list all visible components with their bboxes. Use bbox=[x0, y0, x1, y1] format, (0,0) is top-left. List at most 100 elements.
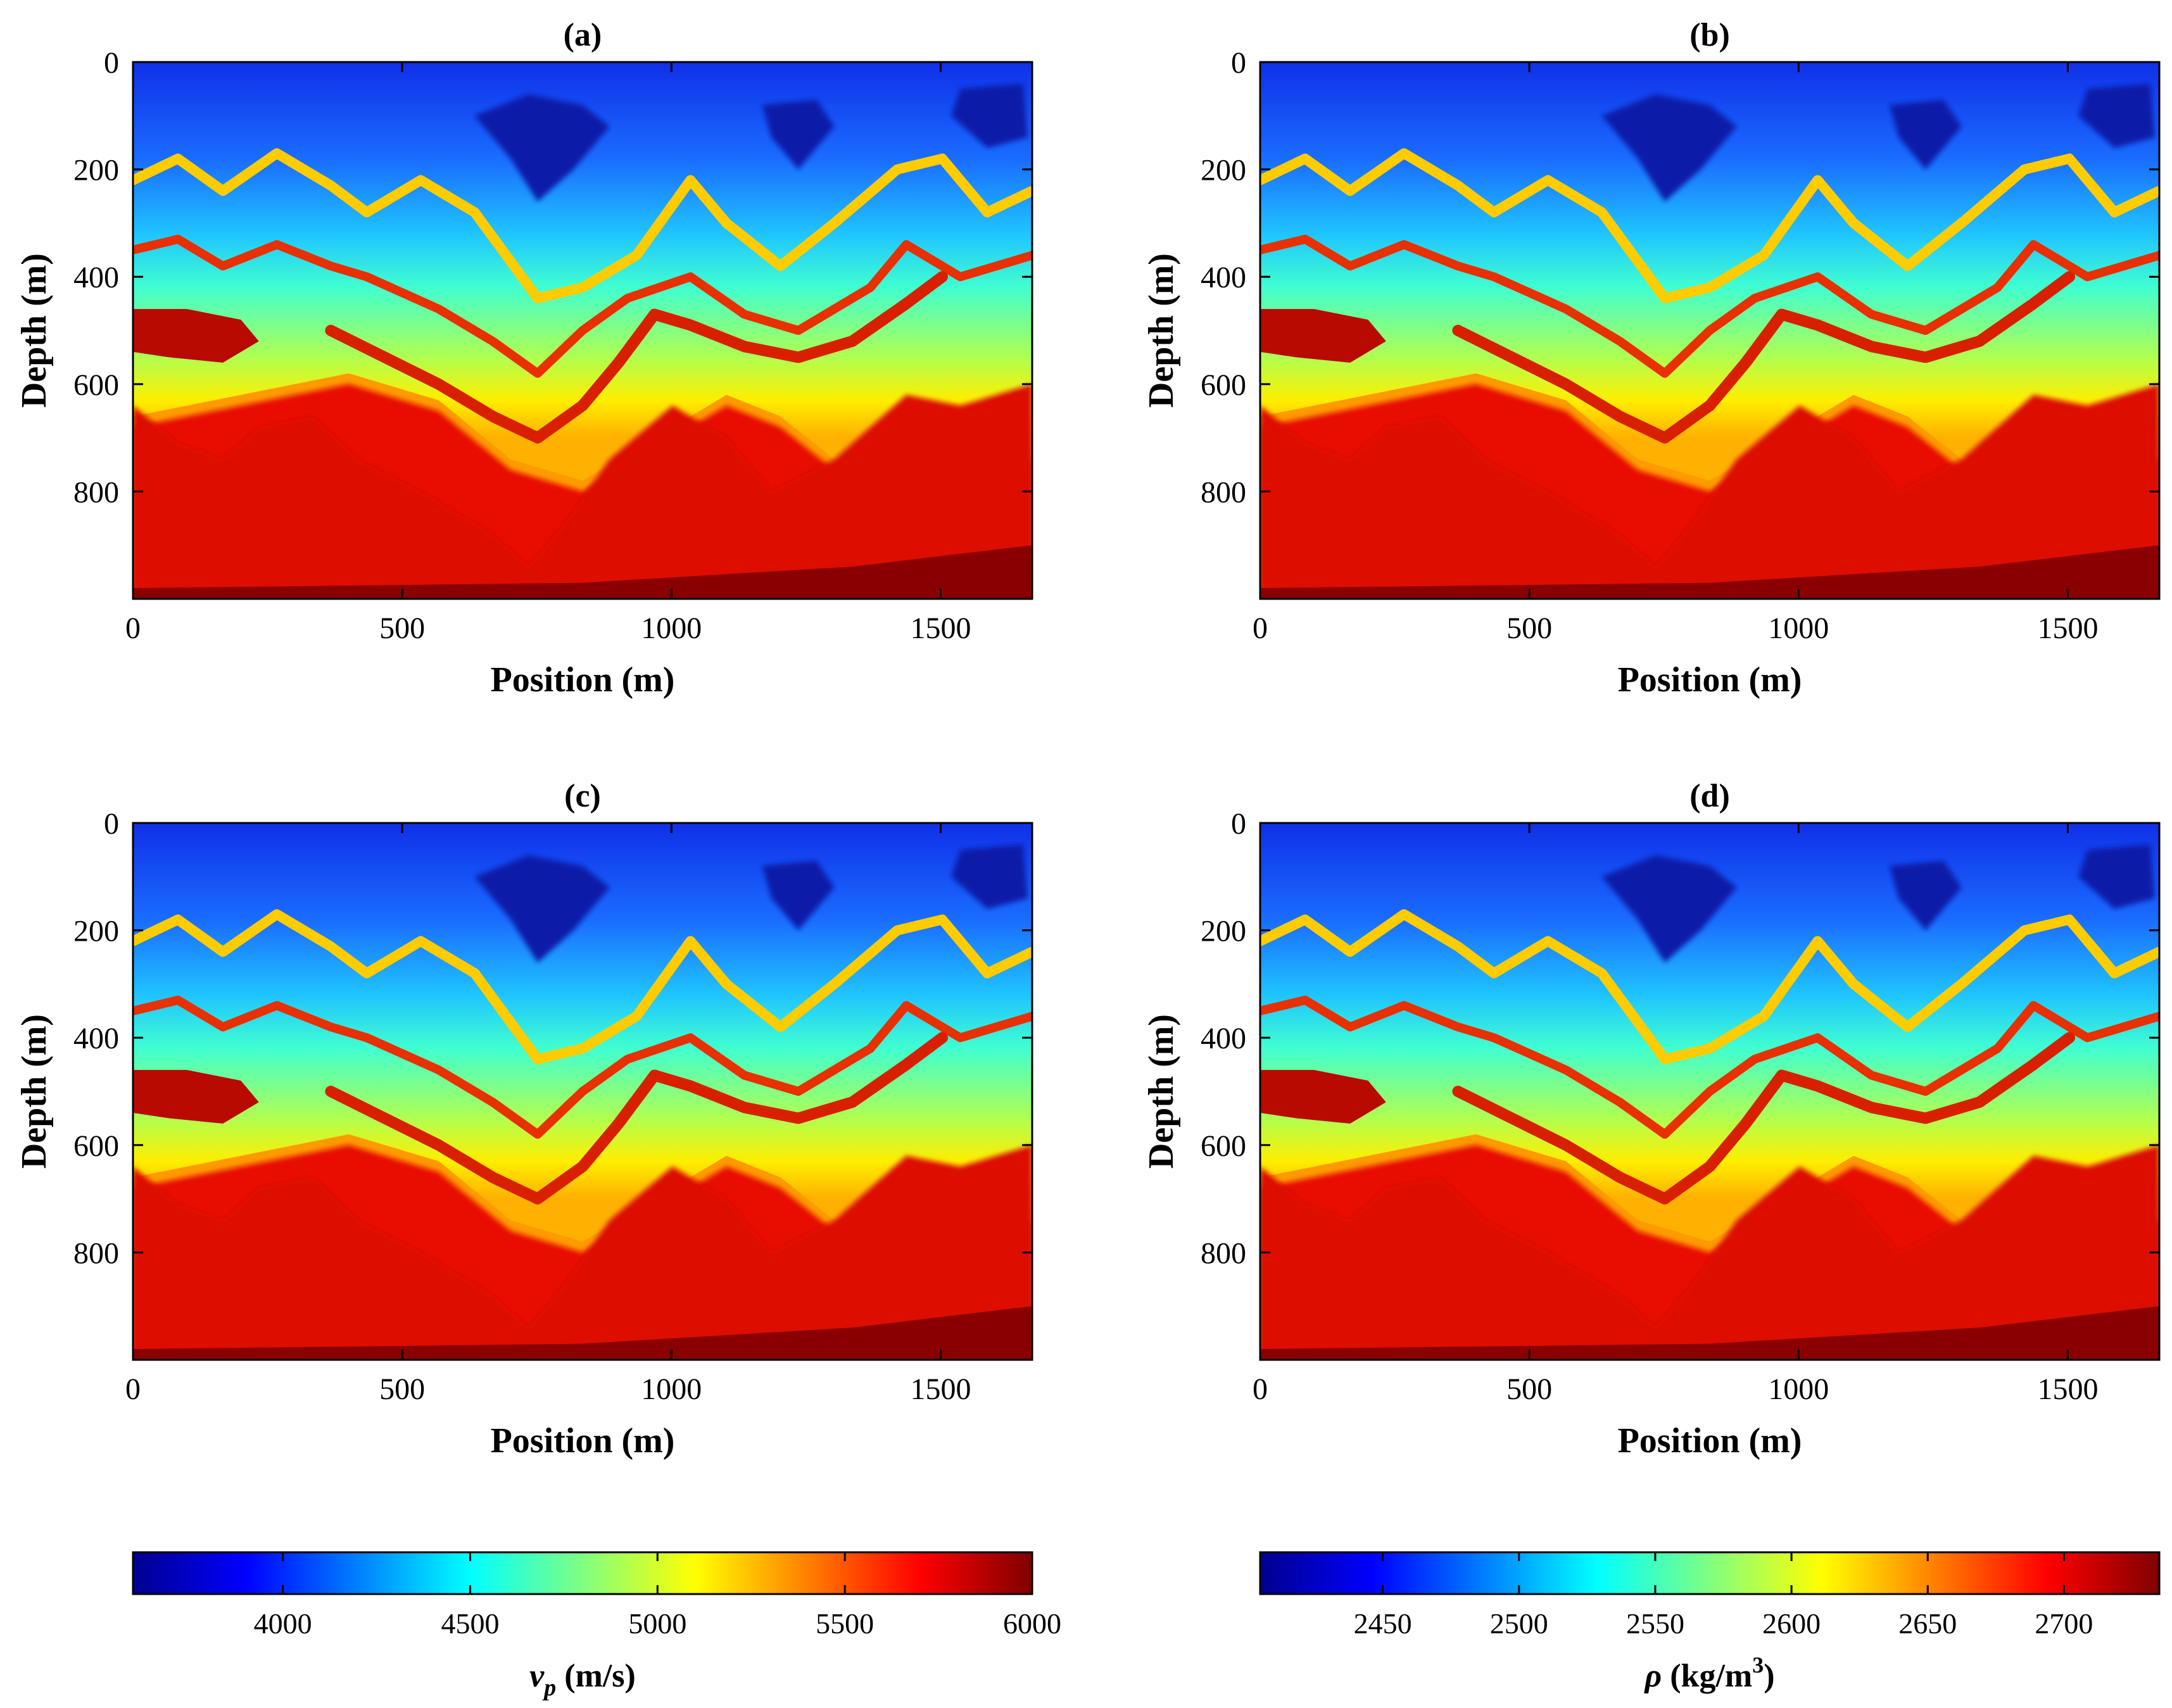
colorbar-tick-label: 2650 bbox=[1898, 1607, 1957, 1640]
x-axis-label: Position (m) bbox=[1618, 1421, 1802, 1460]
y-tick-label: 800 bbox=[1201, 1236, 1246, 1270]
x-axis-label: Position (m) bbox=[491, 660, 675, 700]
axes-frame bbox=[1259, 822, 2161, 1361]
colorbar-tick-label: 2450 bbox=[1354, 1607, 1412, 1640]
panel-c: 0 500 1000 1500 0 200 400 600 800 (c) Position (m)… bbox=[15, 778, 1033, 1460]
panel-title: (d) bbox=[1689, 778, 1730, 814]
x-tick-label: 1500 bbox=[910, 1372, 971, 1406]
colorbar-rho: 2450 2500 2550 2600 2650 2700 ρ (kg/m3) bbox=[1259, 1551, 2161, 1694]
x-axis-label: Position (m) bbox=[491, 1421, 675, 1460]
y-tick-label: 800 bbox=[73, 475, 119, 509]
x-tick-label: 500 bbox=[379, 1372, 425, 1406]
fold-layer-3 bbox=[1452, 271, 2075, 444]
fold-layer-3 bbox=[1452, 1032, 2075, 1205]
fold-layer-2 bbox=[1260, 234, 2159, 378]
y-tick-label: 600 bbox=[73, 1129, 119, 1163]
x-tick-label: 1500 bbox=[910, 612, 971, 645]
colorbar-tick-label: 2550 bbox=[1626, 1607, 1684, 1640]
low-velocity-pocket bbox=[2078, 83, 2155, 148]
panel-d: 0 500 1000 1500 0 200 400 600 800 (d) Position (m)… bbox=[1142, 778, 2161, 1460]
colorbar-tick-label: 5500 bbox=[816, 1607, 874, 1640]
high-velocity-lens bbox=[133, 309, 259, 363]
colorbar-frame bbox=[1259, 1551, 2161, 1595]
y-axis-label: Depth (m) bbox=[1142, 1014, 1181, 1169]
low-velocity-pocket bbox=[2078, 844, 2155, 909]
y-tick-label: 200 bbox=[1201, 915, 1246, 948]
low-velocity-pocket bbox=[1601, 94, 1737, 202]
axes-frame bbox=[1259, 61, 2161, 600]
colorbar-label: ρ (kg/m3) bbox=[1643, 1652, 1774, 1694]
fold-layer-1 bbox=[133, 148, 1032, 304]
fold-layer-2 bbox=[133, 995, 1032, 1139]
high-velocity-lens bbox=[133, 1070, 259, 1124]
colorbar-tick-label: 4500 bbox=[441, 1607, 500, 1640]
y-tick-label: 0 bbox=[104, 807, 119, 841]
x-tick-label: 500 bbox=[379, 612, 425, 645]
low-velocity-pocket bbox=[1890, 99, 1962, 170]
layer-basement-core bbox=[133, 384, 1032, 599]
layer-basement-core bbox=[1260, 1145, 2159, 1360]
y-tick-label: 800 bbox=[73, 1236, 119, 1270]
low-velocity-pocket bbox=[951, 844, 1028, 909]
panel-a: 0 500 1000 1500 0 200 400 600 800 (a) Position (m)… bbox=[15, 17, 1033, 700]
y-tick-label: 400 bbox=[73, 1022, 119, 1055]
layer-bottom-wedge bbox=[1260, 1306, 2159, 1360]
y-tick-label: 800 bbox=[1201, 475, 1246, 509]
low-velocity-pocket bbox=[762, 99, 835, 170]
panel-title: (c) bbox=[564, 778, 601, 814]
x-tick-label: 0 bbox=[125, 612, 141, 645]
fold-layer-1 bbox=[1260, 909, 2159, 1065]
y-tick-label: 600 bbox=[73, 368, 119, 402]
axes-frame bbox=[132, 61, 1033, 600]
low-velocity-pocket bbox=[474, 855, 610, 963]
colorbar-tick-label: 5000 bbox=[628, 1607, 686, 1640]
colorbar-tick-label: 2700 bbox=[2035, 1607, 2093, 1640]
low-velocity-pocket bbox=[951, 83, 1028, 148]
panel-title: (a) bbox=[564, 17, 602, 53]
fold-layer-1 bbox=[133, 909, 1032, 1065]
y-tick-label: 0 bbox=[104, 46, 119, 80]
colorbar-tick-label: 4000 bbox=[254, 1607, 312, 1640]
fold-layer-1 bbox=[1260, 148, 2159, 304]
fold-layer-3 bbox=[325, 1032, 948, 1205]
x-tick-label: 1500 bbox=[2037, 1372, 2098, 1406]
low-velocity-pocket bbox=[1890, 860, 1962, 931]
low-velocity-pocket bbox=[474, 94, 610, 202]
fold-layer-2 bbox=[133, 234, 1032, 378]
fold-layer-3 bbox=[325, 271, 948, 444]
x-tick-label: 1000 bbox=[1768, 612, 1829, 645]
heatmap-a bbox=[133, 62, 1032, 599]
colorbar-gradient bbox=[1260, 1552, 2159, 1594]
layer-bottom-wedge bbox=[1260, 545, 2159, 599]
y-tick-label: 400 bbox=[1201, 261, 1246, 294]
low-velocity-pocket bbox=[1601, 855, 1737, 963]
x-tick-label: 500 bbox=[1506, 1372, 1552, 1406]
fold-layer-2 bbox=[1260, 995, 2159, 1139]
y-axis-label: Depth (m) bbox=[15, 1014, 54, 1169]
high-velocity-lens bbox=[1260, 1070, 1386, 1124]
colorbar-gradient bbox=[133, 1552, 1032, 1594]
panel-b: 0 500 1000 1500 0 200 400 600 800 (b) Position (m)… bbox=[1142, 17, 2161, 700]
y-tick-label: 200 bbox=[73, 915, 119, 948]
y-tick-label: 200 bbox=[1201, 154, 1246, 187]
y-axis-label: Depth (m) bbox=[15, 253, 54, 408]
colorbar-tick-label: 2600 bbox=[1762, 1607, 1821, 1640]
high-velocity-lens bbox=[1260, 309, 1386, 363]
y-tick-label: 0 bbox=[1231, 807, 1246, 841]
axes-frame bbox=[132, 822, 1033, 1361]
panels-layer: 0 500 1000 1500 0 200 400 600 800 (a) Position (m)… bbox=[15, 17, 2161, 1460]
colorbar-tick-label: 2500 bbox=[1490, 1607, 1548, 1640]
x-tick-label: 0 bbox=[1253, 612, 1268, 645]
y-axis-label: Depth (m) bbox=[1142, 253, 1181, 408]
panel-title: (b) bbox=[1689, 17, 1730, 53]
layer-basement-core bbox=[133, 1145, 1032, 1360]
heatmap-c bbox=[133, 823, 1032, 1360]
layer-basement-core bbox=[1260, 384, 2159, 599]
x-axis-label: Position (m) bbox=[1618, 660, 1802, 700]
heatmap-b bbox=[1260, 62, 2159, 599]
x-tick-label: 0 bbox=[125, 1372, 141, 1406]
heatmap-d bbox=[1260, 823, 2159, 1360]
x-tick-label: 1500 bbox=[2037, 612, 2098, 645]
y-tick-label: 400 bbox=[73, 261, 119, 294]
